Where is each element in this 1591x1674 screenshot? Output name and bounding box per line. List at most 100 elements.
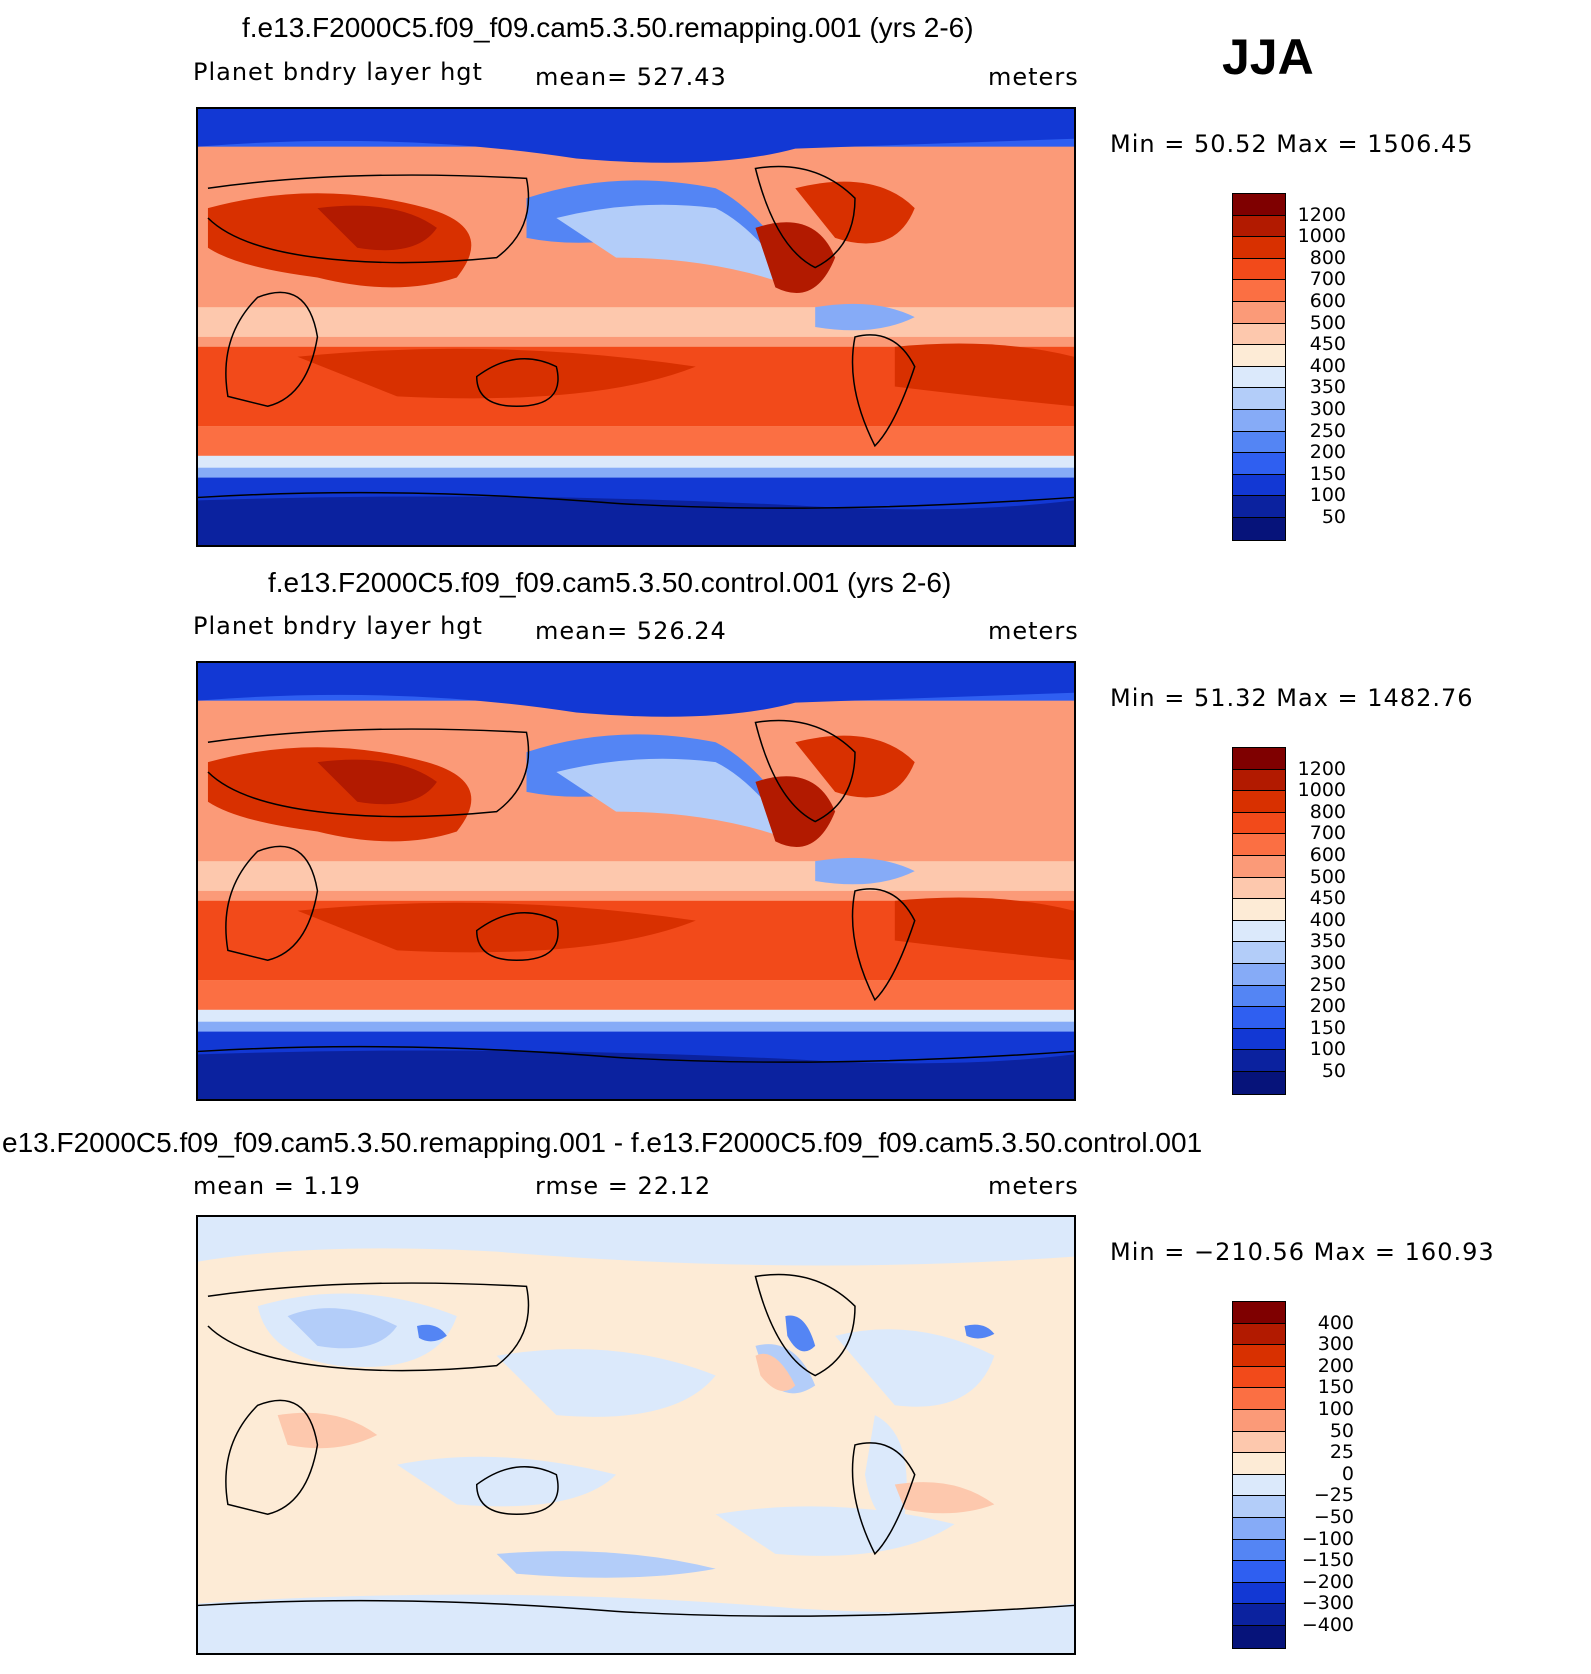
colorbar-swatch xyxy=(1233,496,1285,518)
panel3-units-label: meters xyxy=(988,1172,1079,1200)
colorbar-swatch xyxy=(1233,1028,1285,1051)
colorbar-tick-label: 0 xyxy=(1341,1462,1354,1485)
colorbar-tick-label: 1000 xyxy=(1297,225,1346,248)
colorbar-swatch xyxy=(1233,345,1285,367)
colorbar-swatch xyxy=(1233,280,1285,302)
colorbar-swatch xyxy=(1233,920,1285,943)
colorbar-tick-label: 150 xyxy=(1309,1016,1346,1039)
colorbar-swatch xyxy=(1233,748,1285,770)
colorbar-swatch xyxy=(1233,1409,1285,1432)
panel1-minmax: Min = 50.52 Max = 1506.45 xyxy=(1110,130,1474,158)
colorbar-swatch xyxy=(1233,855,1285,878)
colorbar-tick-label: 200 xyxy=(1317,1354,1354,1377)
colorbar-swatch xyxy=(1233,1071,1285,1094)
colorbar-tick-label: 150 xyxy=(1317,1376,1354,1399)
colorbar-swatch xyxy=(1233,215,1285,238)
panel3-colorbar xyxy=(1232,1301,1286,1649)
colorbar-tick-label: 300 xyxy=(1309,952,1346,974)
colorbar-tick-label: 200 xyxy=(1309,441,1346,464)
panel1-map xyxy=(196,107,1076,547)
colorbar-tick-label: 200 xyxy=(1309,995,1346,1018)
colorbar-tick-label: 700 xyxy=(1309,822,1346,845)
colorbar-tick-label: 500 xyxy=(1309,311,1346,334)
colorbar-swatch xyxy=(1233,812,1285,835)
colorbar-tick-label: 250 xyxy=(1309,419,1346,442)
panel3-rmse-label: rmse = 22.12 xyxy=(535,1172,712,1200)
panel1-units-label: meters xyxy=(988,63,1079,91)
colorbar-tick-label: 600 xyxy=(1309,290,1346,312)
colorbar-tick-label: −150 xyxy=(1301,1549,1354,1572)
colorbar-swatch xyxy=(1233,1323,1285,1346)
panel1-title: f.e13.F2000C5.f09_f09.cam5.3.50.remappin… xyxy=(242,12,974,43)
panel2-map xyxy=(196,661,1076,1101)
colorbar-tick-label: 350 xyxy=(1309,930,1346,953)
colorbar-swatch xyxy=(1233,301,1285,324)
colorbar-swatch xyxy=(1233,1517,1285,1540)
colorbar-tick-label: −100 xyxy=(1301,1527,1354,1550)
season-label: JJA xyxy=(1222,29,1314,85)
colorbar-tick-label: 800 xyxy=(1309,800,1346,823)
colorbar-swatch xyxy=(1233,1345,1285,1367)
colorbar-swatch xyxy=(1233,388,1285,410)
colorbar-swatch xyxy=(1233,1582,1285,1605)
colorbar-tick-label: 1200 xyxy=(1297,757,1346,780)
colorbar-tick-label: 300 xyxy=(1317,1333,1354,1356)
colorbar-tick-label: 500 xyxy=(1309,865,1346,888)
colorbar-swatch xyxy=(1233,1604,1285,1626)
colorbar-swatch xyxy=(1233,1539,1285,1562)
colorbar-tick-label: 600 xyxy=(1309,844,1346,866)
colorbar-swatch xyxy=(1233,1366,1285,1389)
colorbar-swatch xyxy=(1233,1431,1285,1454)
colorbar-swatch xyxy=(1233,258,1285,281)
colorbar-swatch xyxy=(1233,1007,1285,1029)
colorbar-swatch xyxy=(1233,1474,1285,1497)
colorbar-tick-label: 450 xyxy=(1309,887,1346,910)
colorbar-swatch xyxy=(1233,431,1285,454)
colorbar-tick-label: 25 xyxy=(1329,1441,1354,1464)
panel3-minmax: Min = −210.56 Max = 160.93 xyxy=(1110,1238,1495,1266)
colorbar-swatch xyxy=(1233,834,1285,856)
colorbar-swatch xyxy=(1233,899,1285,921)
colorbar-tick-label: −400 xyxy=(1301,1614,1354,1636)
colorbar-swatch xyxy=(1233,237,1285,259)
colorbar-tick-label: −25 xyxy=(1313,1484,1354,1507)
panel1-variable-label: Planet bndry layer hgt xyxy=(193,58,483,86)
colorbar-swatch xyxy=(1233,1625,1285,1648)
colorbar-tick-label: 50 xyxy=(1321,1060,1346,1082)
colorbar-tick-label: 700 xyxy=(1309,268,1346,291)
colorbar-swatch xyxy=(1233,1496,1285,1518)
colorbar-swatch xyxy=(1233,1302,1285,1324)
colorbar-tick-label: 150 xyxy=(1309,462,1346,485)
panel2-minmax: Min = 51.32 Max = 1482.76 xyxy=(1110,684,1474,712)
colorbar-tick-label: 100 xyxy=(1309,484,1346,507)
colorbar-swatch xyxy=(1233,1050,1285,1072)
colorbar-swatch xyxy=(1233,942,1285,964)
colorbar-swatch xyxy=(1233,1453,1285,1475)
colorbar-swatch xyxy=(1233,877,1285,900)
colorbar-tick-label: 50 xyxy=(1321,506,1346,528)
colorbar-tick-label: 50 xyxy=(1329,1419,1354,1442)
panel3-map xyxy=(196,1215,1076,1655)
colorbar-tick-label: −300 xyxy=(1301,1592,1354,1615)
colorbar-swatch xyxy=(1233,517,1285,540)
colorbar-tick-label: 800 xyxy=(1309,246,1346,269)
colorbar-tick-label: 1200 xyxy=(1297,203,1346,226)
colorbar-swatch xyxy=(1233,366,1285,389)
colorbar-tick-label: 250 xyxy=(1309,973,1346,996)
colorbar-swatch xyxy=(1233,409,1285,432)
colorbar-swatch xyxy=(1233,1561,1285,1583)
colorbar-swatch xyxy=(1233,791,1285,813)
colorbar-tick-label: 400 xyxy=(1309,354,1346,377)
colorbar-tick-label: 350 xyxy=(1309,376,1346,399)
panel1-mean-label: mean= 527.43 xyxy=(535,63,727,91)
colorbar-tick-label: −200 xyxy=(1301,1570,1354,1593)
panel3-mean-label: mean = 1.19 xyxy=(193,1172,361,1200)
colorbar-tick-label: 300 xyxy=(1309,398,1346,420)
colorbar-swatch xyxy=(1233,474,1285,497)
panel2-mean-label: mean= 526.24 xyxy=(535,617,727,645)
panel2-variable-label: Planet bndry layer hgt xyxy=(193,612,483,640)
colorbar-swatch xyxy=(1233,194,1285,216)
colorbar-tick-label: 450 xyxy=(1309,333,1346,356)
panel1-colorbar xyxy=(1232,193,1286,541)
panel3-title: e13.F2000C5.f09_f09.cam5.3.50.remapping.… xyxy=(2,1127,1203,1158)
